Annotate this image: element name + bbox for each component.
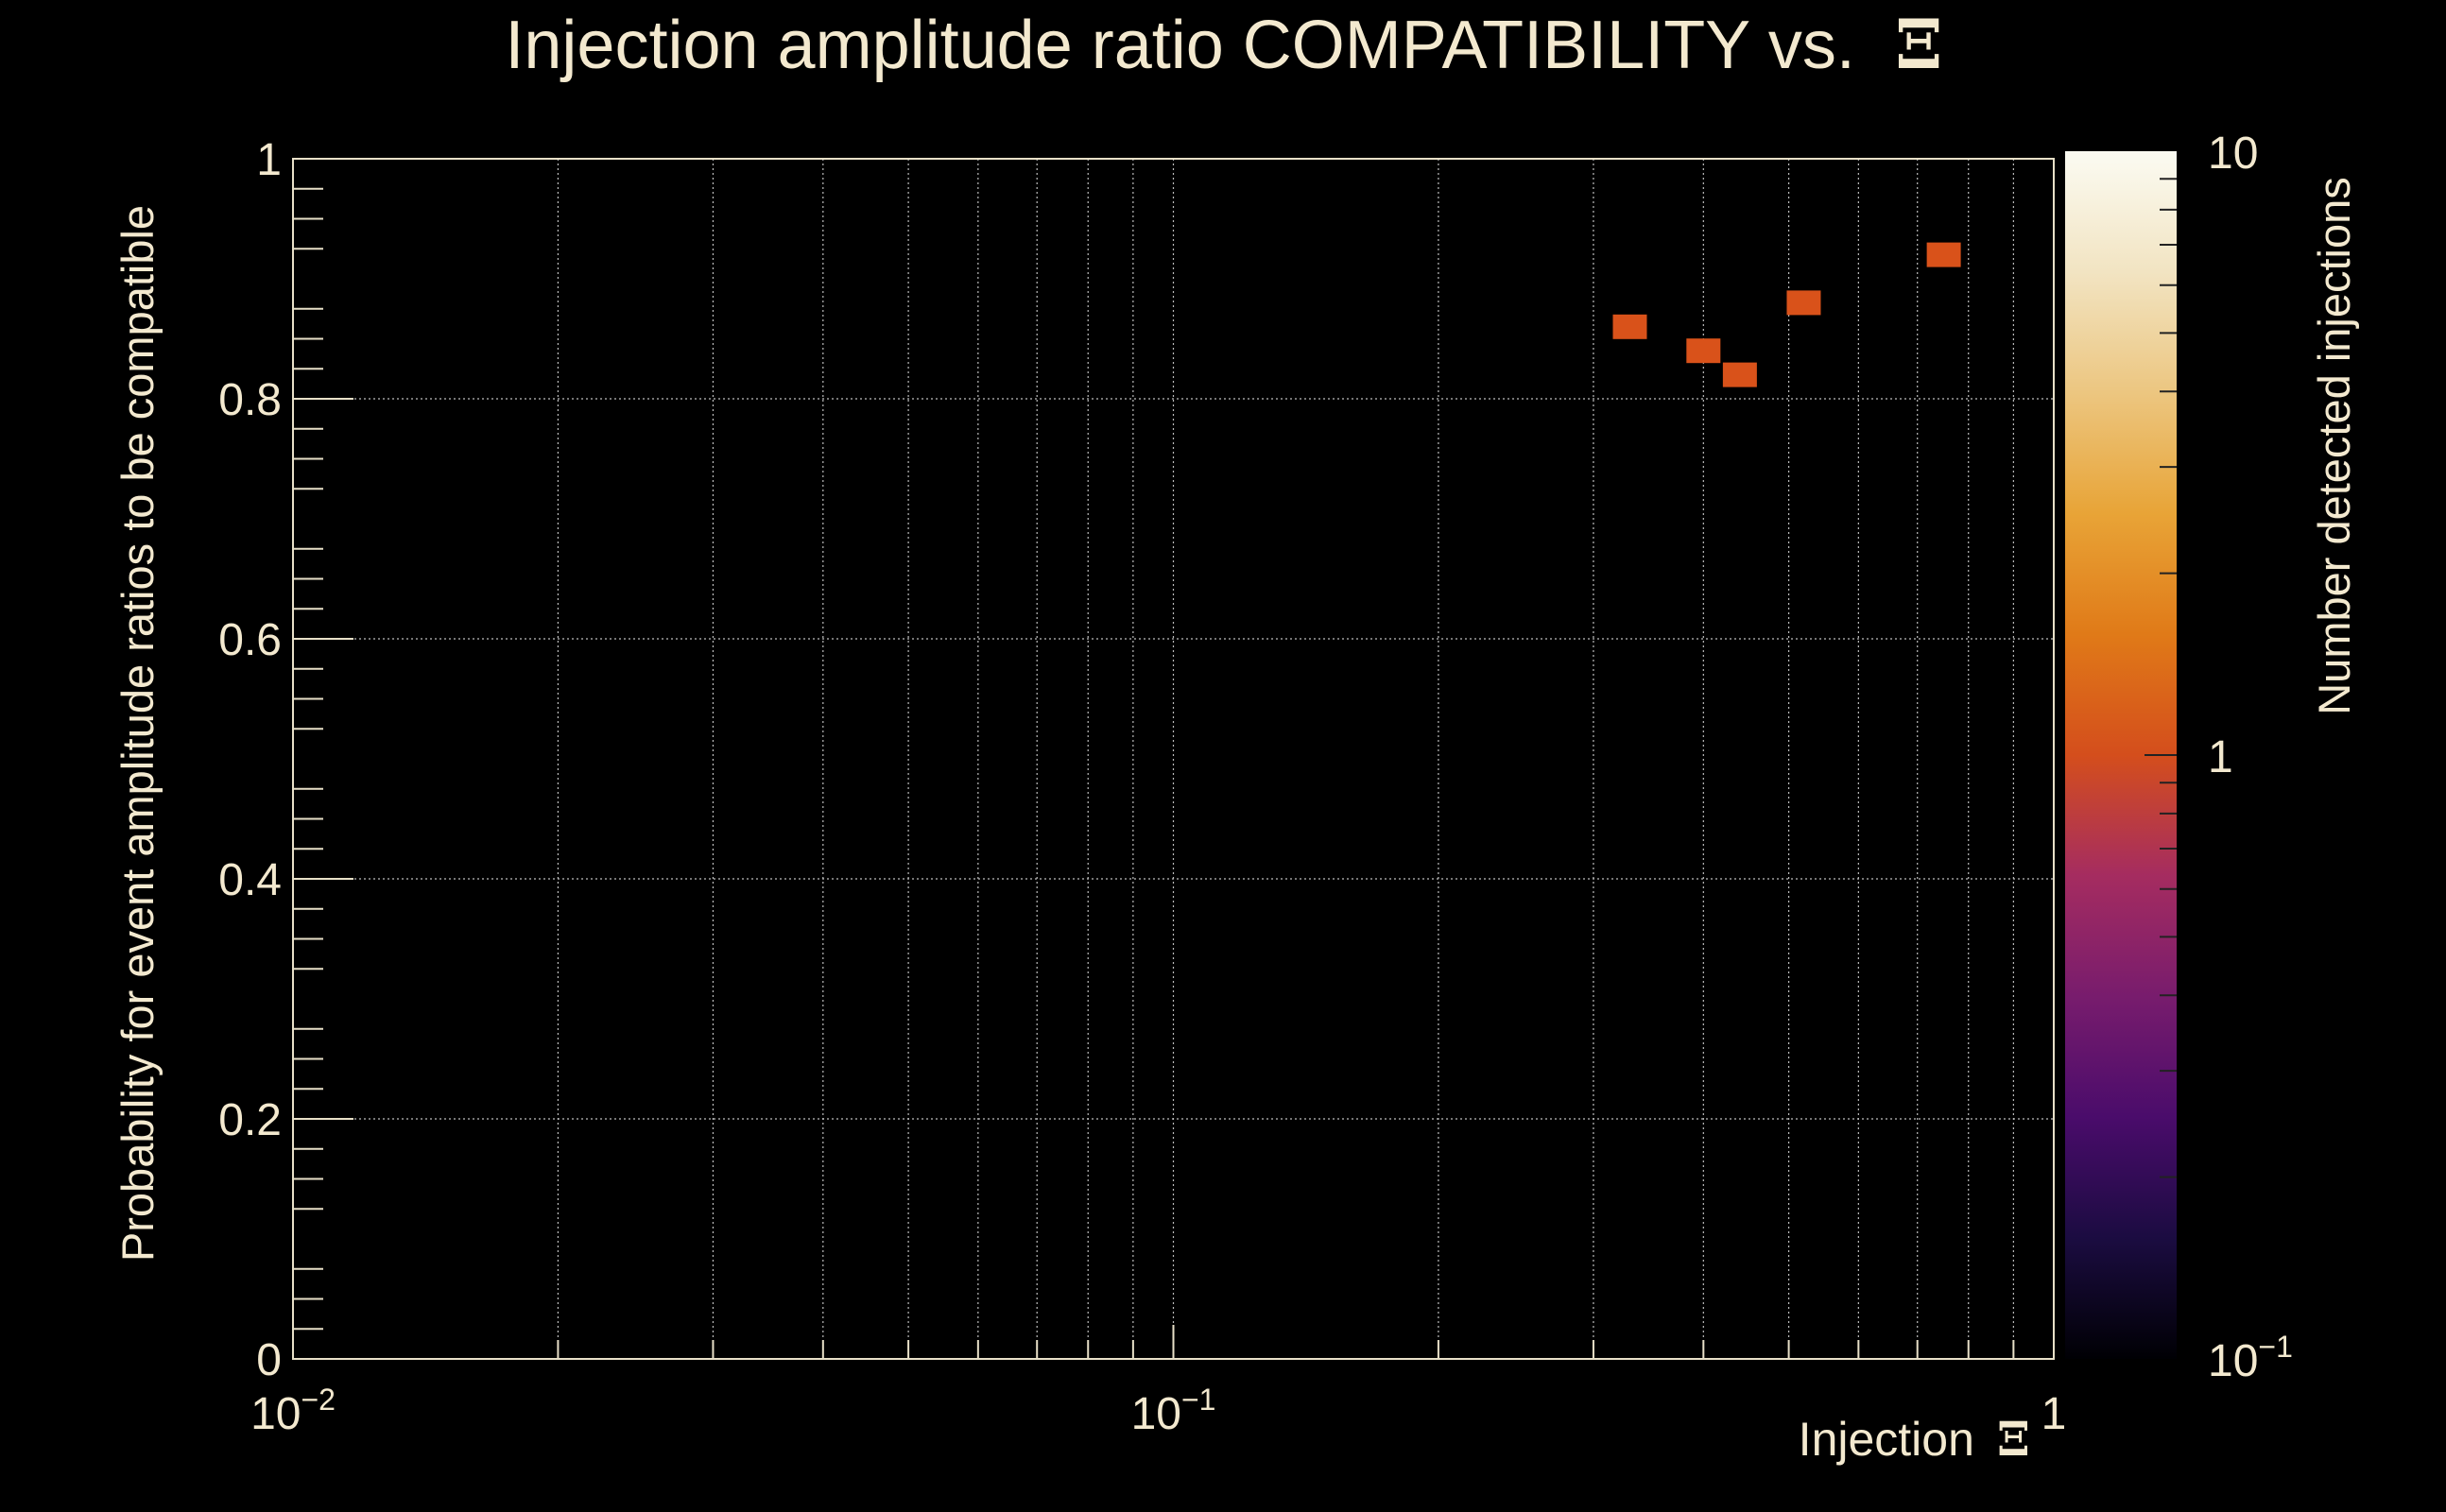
colorbar-tick-label-exp: −1 — [2258, 1330, 2292, 1364]
heatmap-bin — [1612, 314, 1647, 339]
colorbar-tick-label-base: 1 — [2208, 732, 2233, 782]
axis-ticks — [293, 158, 2015, 1360]
heatmap-bins — [1612, 242, 1961, 387]
x-tick-label-exp: −1 — [1181, 1383, 1215, 1417]
x-axis-label: Injection Ξ — [1799, 1411, 2030, 1467]
x-tick-label-base: 10 — [1131, 1389, 1181, 1439]
x-tick-label: 10−1 — [1131, 1383, 1216, 1439]
heatmap-bin — [1926, 242, 1961, 267]
y-tick-label: 1 — [256, 135, 282, 185]
heatmap-bin — [1786, 290, 1821, 316]
chart-title: Injection amplitude ratio COMPATIBILITY … — [505, 4, 1942, 84]
y-tick-label: 0 — [256, 1335, 282, 1385]
colorbar-tick-label: 1 — [2208, 732, 2233, 782]
x-tick-label: 10−2 — [250, 1383, 336, 1439]
heatmap-bin — [1686, 338, 1721, 364]
x-tick-label: 1 — [2041, 1389, 2067, 1439]
y-tick-label: 0.4 — [218, 855, 282, 905]
colorbar-tick-label-base: 10 — [2208, 1336, 2258, 1386]
x-axis-label-symbol: Ξ — [1997, 1411, 2030, 1467]
plot-frame — [292, 158, 2055, 1360]
y-tick-label: 0.2 — [218, 1095, 282, 1145]
x-tick-label-base: 10 — [250, 1389, 301, 1439]
x-axis-label-text: Injection — [1799, 1413, 1974, 1466]
chart-title-text: Injection amplitude ratio COMPATIBILITY … — [505, 8, 1855, 83]
y-tick-label: 0.6 — [218, 615, 282, 665]
colorbar-label: Number detected injections — [2309, 177, 2359, 715]
y-axis-label: Probability for event amplitude ratios t… — [112, 205, 163, 1262]
colorbar-tick-label: 10 — [2208, 129, 2258, 179]
x-tick-label-base: 1 — [2041, 1389, 2067, 1439]
heatmap-bin — [1722, 362, 1757, 387]
grid — [293, 159, 2054, 1359]
colorbar-tick-label: 10−1 — [2208, 1330, 2293, 1386]
chart-title-symbol: Ξ — [1895, 4, 1943, 84]
colorbar-ticks — [2145, 178, 2177, 1178]
x-tick-label-exp: −2 — [301, 1383, 335, 1417]
y-tick-label: 0.8 — [218, 375, 282, 425]
colorbar-tick-label-base: 10 — [2208, 129, 2258, 179]
